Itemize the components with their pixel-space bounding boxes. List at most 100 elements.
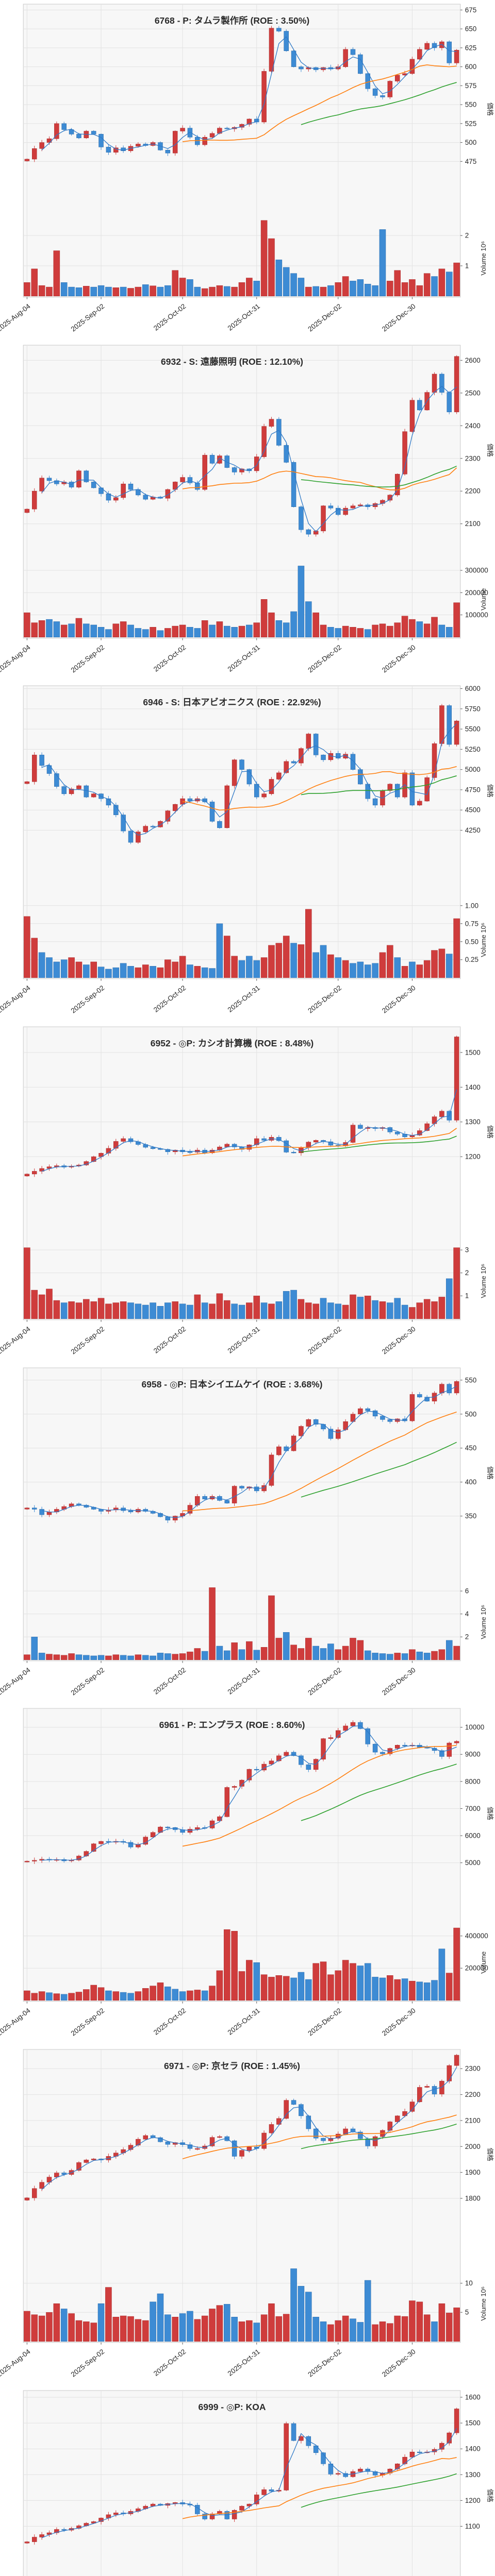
date-axis-label: 2025-Oct-02 — [152, 1666, 187, 1696]
date-axis-label: 2025-Sep-02 — [70, 643, 106, 674]
price-tick-label: 2200 — [465, 2091, 481, 2098]
gridlines — [23, 1708, 460, 2002]
date-axis-label: 2025-Aug-04 — [0, 643, 32, 674]
date-axis-label: 2025-Dec-30 — [381, 1666, 417, 1697]
chart-title: 6961 - P: エンプラス (ROE : 8.60%) — [159, 1720, 305, 1730]
date-axis-label: 2025-Oct-31 — [226, 1325, 261, 1355]
price-tick-label: 2400 — [465, 421, 481, 429]
price-tick-label: 1400 — [465, 1083, 481, 1091]
candles — [24, 2054, 459, 2201]
date-axis: 2025-Aug-04 2025-Sep-02 2025-Oct-02 2025-Oc… — [0, 979, 417, 1015]
gridlines — [23, 2390, 460, 2576]
volume-axis-title: Volume 10⁶ — [480, 2286, 487, 2321]
price-tick-label: 9000 — [465, 1751, 481, 1758]
price-axis: 4250 4500 4750 5000 5250 5500 5750 6000 価格 — [460, 685, 494, 834]
date-axis-label: 2025-Oct-02 — [152, 2007, 187, 2037]
price-tick-label: 550 — [465, 1376, 477, 1384]
stock-chart-6961: 2025-Aug-04 2025-Sep-02 2025-Oct-02 2025-Oc… — [0, 1708, 494, 2038]
price-tick-label: 475 — [465, 158, 477, 165]
chart-panel-6768: 2025-Aug-04 2025-Sep-02 2025-Oct-02 2025-Oc… — [0, 0, 495, 341]
ma-short-line — [41, 723, 457, 836]
price-tick-label: 4750 — [465, 786, 481, 794]
date-axis-label: 2025-Aug-04 — [0, 984, 32, 1015]
volume-axis: 1 2 Volume 10⁶ — [460, 232, 487, 276]
price-axis-title: 価格 — [486, 784, 494, 798]
date-axis: 2025-Aug-04 2025-Sep-02 2025-Oct-02 2025-Oc… — [0, 638, 417, 674]
chart-title: 6952 - ◎P: カシオ計算機 (ROE : 8.48%) — [151, 1038, 314, 1048]
volume-tick-label: 5 — [465, 2309, 469, 2316]
date-axis-label: 2025-Aug-04 — [0, 2348, 32, 2379]
price-tick-label: 500 — [465, 1410, 477, 1418]
price-tick-label: 2100 — [465, 520, 481, 528]
price-tick-label: 1800 — [465, 2195, 481, 2202]
volume-tick-label: 400000 — [465, 1933, 488, 1940]
stock-chart-6932: 2025-Aug-04 2025-Sep-02 2025-Oct-02 2025-Oc… — [0, 345, 494, 674]
date-axis-label: 2025-Sep-02 — [70, 2348, 106, 2379]
date-axis-label: 2025-Dec-02 — [306, 643, 343, 674]
stock-chart-6999: 2025-Aug-042025-Sep-022025-Oct-022025-Oc… — [23, 2390, 494, 2576]
price-axis: 1100 1200 1300 1400 1500 1600 価格 — [460, 2393, 494, 2530]
date-axis-label: 2025-Oct-31 — [226, 643, 261, 673]
price-tick-label: 1400 — [465, 2445, 481, 2453]
chart-title: 6768 - P: タムラ製作所 (ROE : 3.50%) — [155, 15, 309, 26]
chart-panel-6932: 2025-Aug-04 2025-Sep-02 2025-Oct-02 2025-Oc… — [0, 341, 495, 682]
price-tick-label: 625 — [465, 44, 477, 52]
ma-mid-line — [182, 1745, 457, 1847]
ma-short-line — [41, 2428, 457, 2538]
date-axis-label: 2025-Oct-02 — [152, 1325, 187, 1355]
plot-area — [23, 345, 461, 638]
volume-axis: 1 2 3 Volume 10⁶ — [460, 1246, 487, 1300]
price-tick-label: 7000 — [465, 1805, 481, 1812]
price-axis-title: 価格 — [486, 1466, 494, 1480]
date-axis-label: 2025-Oct-31 — [226, 302, 261, 332]
date-axis-label: 2025-Oct-31 — [226, 2348, 261, 2378]
volume-axis-title: Volume — [480, 588, 487, 610]
volume-axis-title: Volume 10⁶ — [480, 1264, 487, 1298]
price-axis: 2100 2200 2300 2400 2500 2600 価格 — [460, 357, 494, 528]
volume-tick-label: 200000 — [465, 1964, 488, 1972]
price-tick-label: 2000 — [465, 2143, 481, 2150]
price-tick-label: 4250 — [465, 826, 481, 834]
price-tick-label: 8000 — [465, 1778, 481, 1786]
volume-tick-label: 0.50 — [465, 938, 478, 946]
volume-axis-title: Volume 10⁶ — [480, 923, 487, 957]
ma-mid-line — [182, 467, 457, 490]
date-axis-label: 2025-Dec-02 — [306, 2007, 343, 2038]
date-axis-label: 2025-Sep-02 — [70, 1666, 106, 1697]
volume-tick-label: 1.00 — [465, 902, 478, 910]
price-tick-label: 1500 — [465, 2419, 481, 2427]
date-axis-label: 2025-Dec-30 — [381, 2348, 417, 2379]
volume-axis: 5 10 Volume 10⁶ — [460, 2279, 487, 2321]
date-axis-label: 2025-Aug-04 — [0, 2007, 32, 2038]
price-tick-label: 2300 — [465, 2065, 481, 2073]
ma-mid-line — [182, 2456, 457, 2519]
volume-tick-label: 100000 — [465, 611, 488, 619]
date-axis-label: 2025-Dec-30 — [381, 302, 417, 333]
price-tick-label: 1600 — [465, 2393, 481, 2401]
volume-axis-title: Volume — [480, 1952, 487, 1974]
plot-area — [23, 1026, 461, 1320]
ma-long-line — [301, 1136, 457, 1153]
ma-short-line — [41, 1089, 457, 1172]
volume-bars — [24, 909, 460, 978]
chart-panel-6958: 2025-Aug-04 2025-Sep-02 2025-Oct-02 2025-Oc… — [0, 1364, 495, 1705]
volume-axis: 100000 200000 300000 Volume — [460, 566, 488, 619]
chart-title: 6946 - S: 日本アビオニクス (ROE : 22.92%) — [143, 697, 321, 707]
ma-short-line — [42, 1725, 457, 1861]
volume-axis-title: Volume 10⁶ — [480, 1605, 487, 1639]
price-tick-label: 2300 — [465, 454, 481, 462]
date-axis-label: 2025-Dec-02 — [306, 984, 343, 1015]
date-axis-label: 2025-Oct-31 — [226, 2007, 261, 2037]
volume-tick-label: 1 — [465, 1292, 469, 1300]
ma-long-line — [301, 775, 457, 795]
volume-axis: 0.25 0.50 0.75 1.00 Volume 10⁶ — [460, 902, 487, 964]
date-axis-label: 2025-Oct-02 — [152, 302, 187, 332]
price-tick-label: 5500 — [465, 725, 481, 733]
ma-short-line — [41, 1385, 457, 1518]
date-axis-label: 2025-Dec-02 — [306, 1325, 343, 1356]
chart-panel-6952: 2025-Aug-04 2025-Sep-02 2025-Oct-02 2025-Oc… — [0, 1023, 495, 1364]
ma-long-line — [301, 1442, 457, 1498]
gridlines — [23, 1027, 460, 1320]
price-tick-label: 1500 — [465, 1048, 481, 1056]
ma-mid-line — [183, 1411, 457, 1512]
